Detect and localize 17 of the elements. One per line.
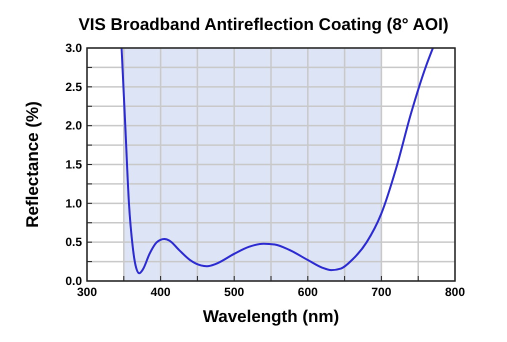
y-tick-label: 1.5 [65, 158, 82, 172]
y-tick-label: 1.0 [65, 196, 82, 210]
y-tick-label: 3.0 [65, 41, 82, 55]
y-tick-label: 2.5 [65, 80, 82, 94]
x-tick-label: 300 [76, 285, 98, 299]
chart-title: VIS Broadband Antireflection Coating (8° AOI) [78, 15, 449, 34]
x-tick-label: 400 [150, 285, 171, 299]
x-tick-label: 500 [224, 285, 245, 299]
y-tick-label: 0.0 [65, 274, 82, 288]
y-tick-label: 2.0 [65, 118, 82, 133]
y-axis-title: Reflectance (%) [23, 101, 42, 228]
y-tick-label: 0.5 [65, 235, 82, 250]
x-tick-label: 700 [371, 285, 392, 299]
x-tick-label: 600 [298, 285, 318, 299]
x-axis-title: Wavelength (nm) [202, 307, 340, 326]
x-tick-label: 800 [444, 285, 466, 299]
line-series [120, 47, 434, 274]
